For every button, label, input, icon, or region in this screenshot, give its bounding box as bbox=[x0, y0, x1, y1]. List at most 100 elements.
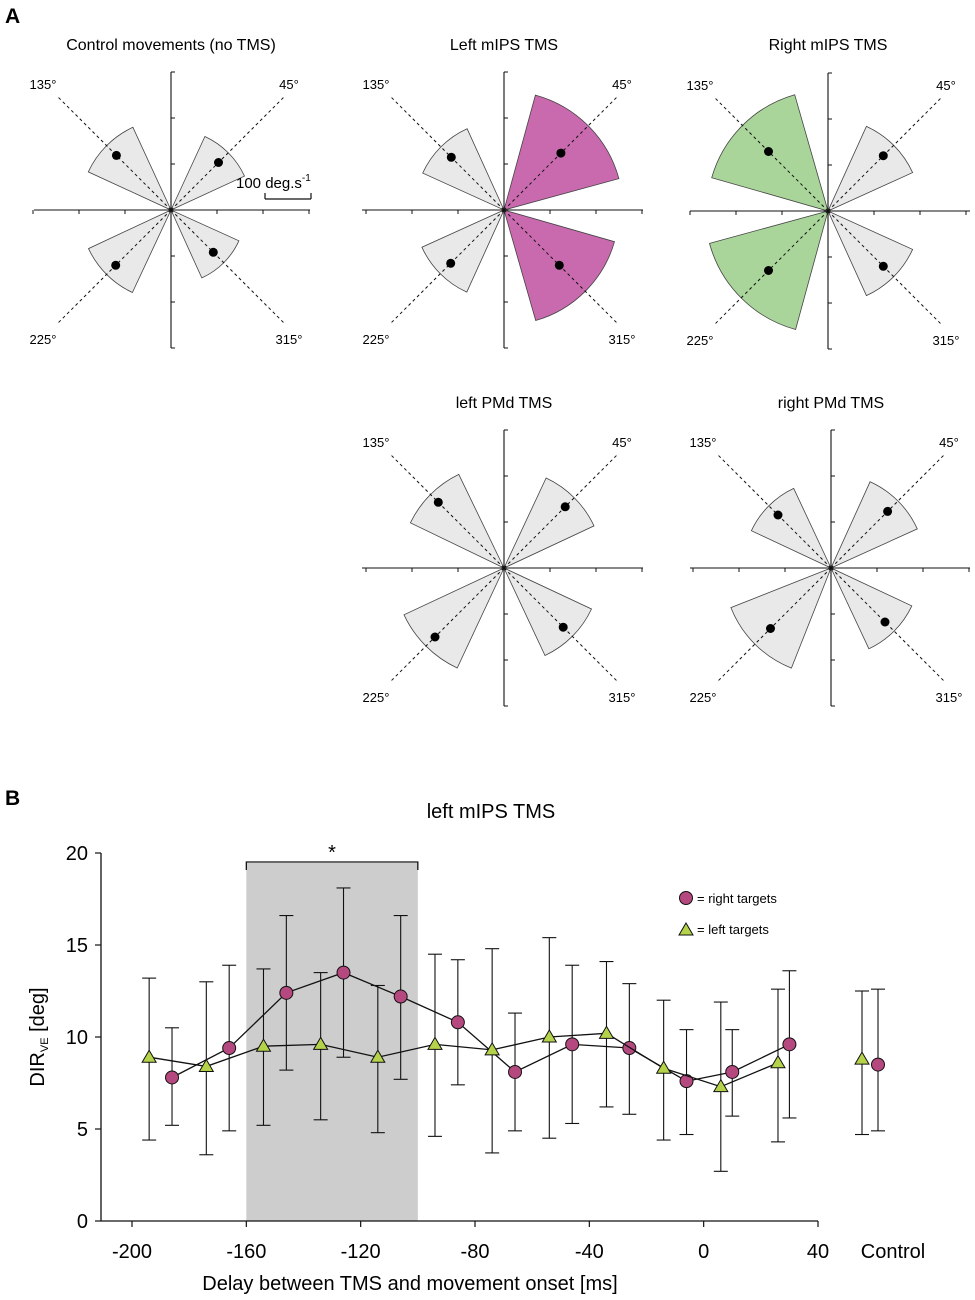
polar-mean-dot-315 bbox=[554, 260, 564, 270]
polar-direction-line-45 bbox=[170, 95, 286, 211]
polar-plot-title: right PMd TMS bbox=[778, 395, 884, 412]
series-left-targets bbox=[141, 937, 870, 1172]
x-tick-label: -160 bbox=[226, 1241, 266, 1263]
data-point bbox=[165, 1070, 180, 1085]
data-point bbox=[450, 1015, 465, 1030]
polar-plot-4: left PMd TMS 135° 45° 225° 315° bbox=[362, 395, 643, 707]
data-point bbox=[541, 1029, 558, 1043]
data-point bbox=[725, 1064, 740, 1079]
data-point bbox=[655, 1060, 672, 1074]
significance-bracket bbox=[245, 861, 419, 870]
y-tick-label: 10 bbox=[66, 1027, 88, 1049]
polar-mean-dot-135 bbox=[433, 497, 443, 507]
significance-shaded-region bbox=[246, 863, 418, 1221]
y-axis-label: DIRVE [deg] bbox=[27, 987, 51, 1086]
data-point bbox=[222, 1041, 237, 1056]
data-point bbox=[198, 1058, 215, 1072]
y-tick-label: 20 bbox=[66, 843, 88, 865]
polar-mean-dot-225 bbox=[766, 624, 775, 633]
polar-plot-3: Right mIPS TMS 135° 45° 225° 315° bbox=[687, 37, 970, 350]
chart-legend: = right targets = left targets bbox=[678, 891, 777, 937]
polar-angle-label: 135° bbox=[363, 77, 390, 92]
data-point bbox=[770, 1054, 786, 1069]
polar-mean-dot-225 bbox=[446, 258, 456, 268]
polar-direction-line-225 bbox=[389, 567, 505, 683]
polar-direction-line-135 bbox=[389, 95, 505, 211]
legend-right-targets-label: = right targets bbox=[697, 891, 777, 906]
polar-angle-label: 225° bbox=[363, 690, 390, 705]
legend-left-targets-label: = left targets bbox=[697, 922, 769, 937]
significance-star: * bbox=[328, 842, 336, 864]
scale-bar: 100 deg.s-1 bbox=[236, 173, 312, 200]
polar-wedge-45 bbox=[170, 135, 246, 211]
y-tick-label: 15 bbox=[66, 935, 88, 957]
polar-angle-label: 135° bbox=[30, 77, 57, 92]
polar-angle-label: 315° bbox=[609, 332, 636, 347]
series-line bbox=[149, 1032, 779, 1088]
polar-angle-label: 45° bbox=[936, 78, 956, 93]
data-point bbox=[336, 965, 351, 980]
x-tick-label: 40 bbox=[807, 1241, 829, 1263]
polar-direction-line-135 bbox=[389, 453, 505, 569]
polar-angle-label: 45° bbox=[612, 77, 632, 92]
data-point bbox=[598, 1025, 615, 1039]
polar-angle-label: 45° bbox=[279, 77, 299, 92]
polar-angle-label: 315° bbox=[936, 690, 963, 705]
x-axis-label: Delay between TMS and movement onset [ms… bbox=[202, 1273, 617, 1295]
polar-angle-label: 315° bbox=[276, 332, 303, 347]
polar-angle-label: 225° bbox=[363, 332, 390, 347]
polar-plot-title: left PMd TMS bbox=[456, 395, 553, 412]
polar-mean-dot-315 bbox=[878, 261, 888, 271]
polar-mean-dot-315 bbox=[208, 247, 218, 257]
chart-title: left mIPS TMS bbox=[427, 801, 556, 823]
polar-mean-dot-225 bbox=[111, 260, 121, 270]
series-right-targets bbox=[165, 887, 885, 1136]
control-tick-label: Control bbox=[861, 1241, 925, 1263]
polar-wedge-135 bbox=[87, 126, 172, 211]
data-point bbox=[565, 1037, 580, 1052]
polar-plot-2: Left mIPS TMS 135° 45° 225° 315° bbox=[362, 37, 643, 349]
control-data-point bbox=[854, 1051, 870, 1065]
polar-angle-label: 135° bbox=[690, 435, 717, 450]
polar-mean-dot-45 bbox=[883, 506, 893, 516]
data-point bbox=[782, 1037, 797, 1052]
polar-angle-label: 45° bbox=[939, 435, 959, 450]
data-point bbox=[369, 1049, 386, 1063]
x-tick-label: -120 bbox=[341, 1241, 381, 1263]
polar-direction-line-225 bbox=[716, 567, 832, 683]
control-data-point bbox=[871, 1057, 885, 1072]
polar-angle-label: 135° bbox=[687, 78, 714, 93]
data-point bbox=[712, 1078, 729, 1093]
y-tick-label: 5 bbox=[77, 1119, 88, 1141]
y-tick-label: 0 bbox=[77, 1211, 88, 1233]
polar-plot-1: Control movements (no TMS) 135° 45° 225° 315… bbox=[30, 37, 310, 349]
polar-mean-dot-225 bbox=[764, 266, 773, 275]
legend-right-targets-marker bbox=[679, 891, 693, 905]
x-tick-label: -80 bbox=[461, 1241, 490, 1263]
polar-angle-label: 225° bbox=[30, 332, 57, 347]
polar-plot-5: right PMd TMS 135° 45° 225° 315° bbox=[690, 395, 970, 707]
polar-plot-title: Control movements (no TMS) bbox=[66, 37, 276, 54]
polar-mean-dot-135 bbox=[764, 147, 773, 156]
data-point bbox=[279, 985, 294, 1000]
legend-left-targets-marker bbox=[678, 922, 694, 936]
polar-plot-title: Right mIPS TMS bbox=[769, 37, 888, 54]
polar-mean-dot-225 bbox=[430, 632, 440, 642]
polar-direction-line-315 bbox=[830, 567, 946, 683]
data-point bbox=[393, 989, 408, 1004]
polar-mean-dot-315 bbox=[880, 617, 890, 627]
polar-wedge-225 bbox=[87, 209, 172, 294]
panel-b-label: B bbox=[5, 787, 20, 810]
polar-plot-title: Left mIPS TMS bbox=[450, 37, 558, 54]
data-point bbox=[141, 1049, 158, 1063]
polar-mean-dot-135 bbox=[446, 152, 456, 162]
polar-mean-dot-45 bbox=[556, 148, 566, 158]
polar-angle-label: 315° bbox=[609, 690, 636, 705]
data-point bbox=[427, 1036, 443, 1050]
polar-mean-dot-45 bbox=[560, 502, 570, 512]
polar-mean-dot-315 bbox=[558, 622, 568, 632]
polar-direction-line-135 bbox=[716, 453, 832, 569]
polar-direction-line-225 bbox=[389, 209, 505, 325]
chart-b: * 0 5 10 15 20 -200 -160 -120 -80 -40 0 40 Delay be… bbox=[27, 842, 925, 1295]
